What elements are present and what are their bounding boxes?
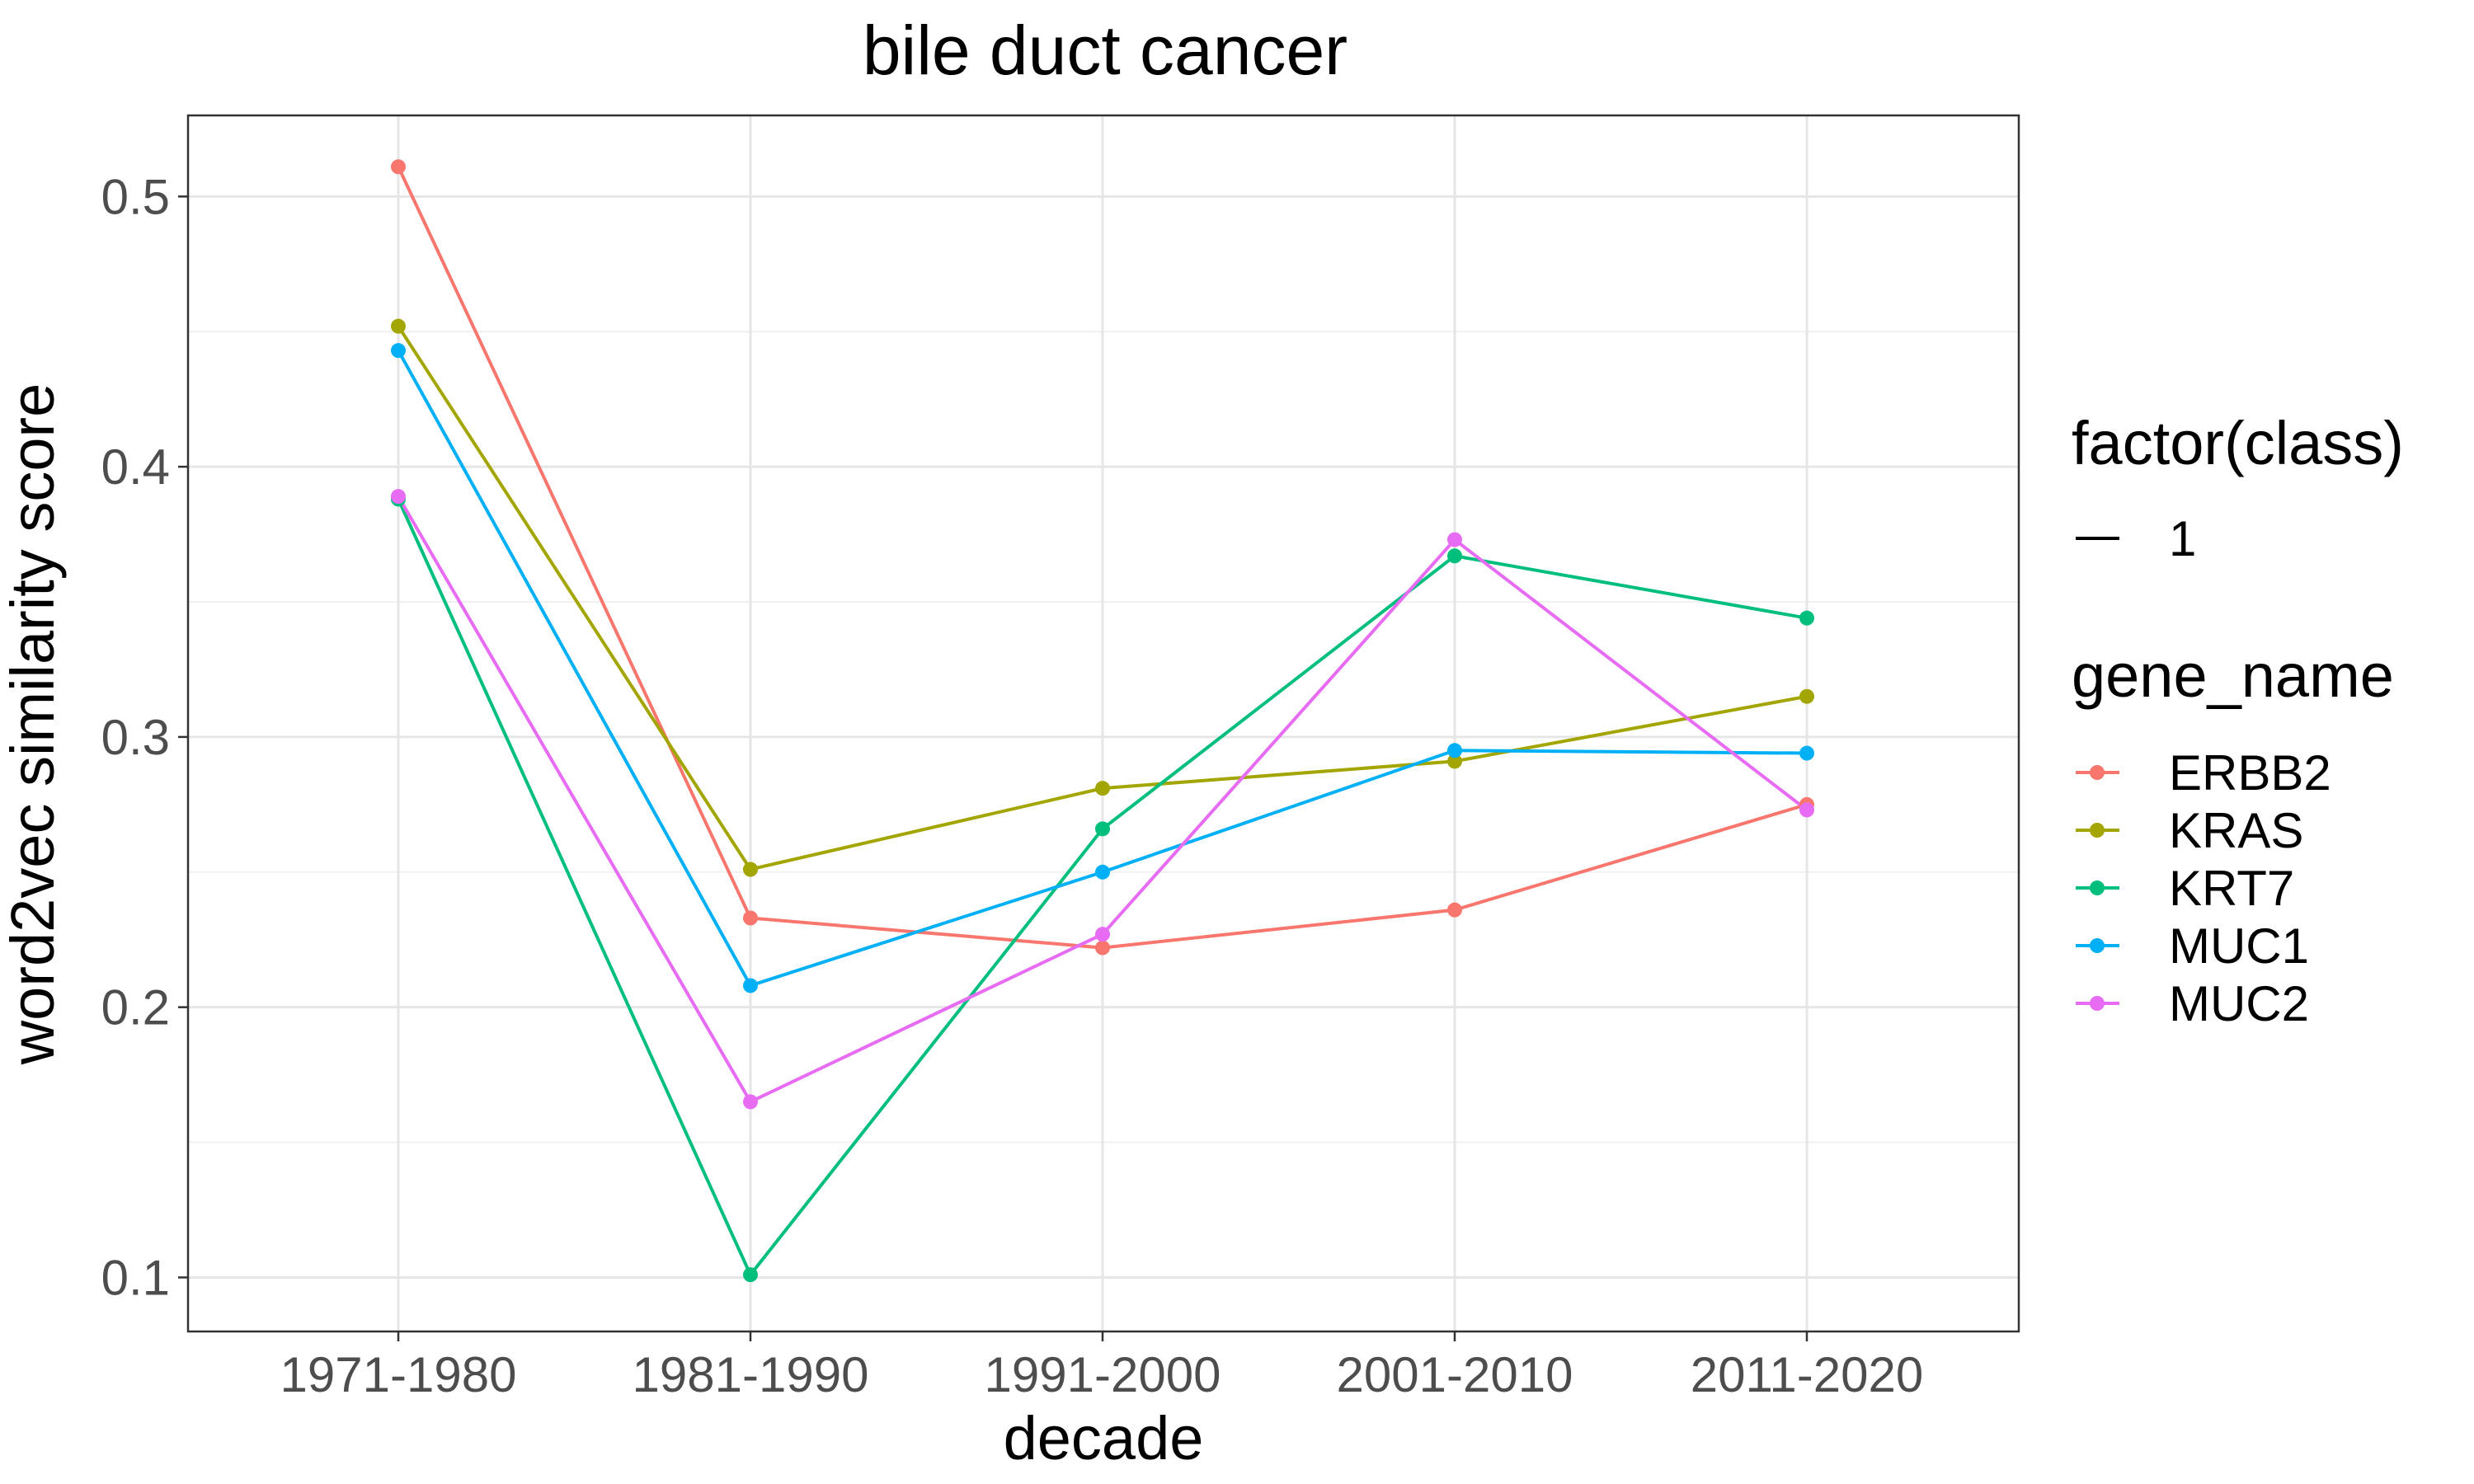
data-point-erbb2	[743, 910, 758, 926]
data-point-kras	[1095, 781, 1110, 796]
data-point-muc2	[743, 1094, 758, 1110]
y-tick-label: 0.1	[101, 1250, 170, 1305]
legend-key-point-kras	[2090, 823, 2105, 838]
data-point-kras	[391, 318, 406, 334]
x-tick-label: 1991-2000	[985, 1347, 1221, 1402]
data-point-muc1	[1799, 745, 1814, 761]
x-tick-label: 2011-2020	[1691, 1347, 1923, 1402]
legend-key-point-muc1	[2090, 938, 2105, 953]
data-point-krt7	[1799, 610, 1814, 626]
x-tick-label: 1981-1990	[633, 1347, 869, 1402]
data-point-erbb2	[1095, 940, 1110, 956]
legend-label-class: 1	[2169, 511, 2196, 566]
data-point-muc1	[1095, 864, 1110, 880]
data-point-muc2	[1447, 532, 1462, 547]
legend-label-muc2: MUC2	[2169, 976, 2309, 1031]
data-point-krt7	[1095, 821, 1110, 837]
legend: factor(class) 1 gene_name ERBB2KRASKRT7MUC1…	[2072, 409, 2404, 1031]
y-axis-title: word2vec similarity score	[0, 383, 67, 1066]
data-point-krt7	[1447, 548, 1462, 564]
x-tick-label: 2001-2010	[1337, 1347, 1573, 1402]
data-point-krt7	[743, 1267, 758, 1283]
data-point-erbb2	[1447, 902, 1462, 918]
x-tick-label: 1971-1980	[280, 1347, 517, 1402]
x-axis-title: decade	[1004, 1404, 1204, 1472]
legend-label-krt7: KRT7	[2169, 861, 2294, 916]
data-point-erbb2	[391, 159, 406, 175]
legend-key-point-erbb2	[2090, 765, 2105, 780]
data-point-muc1	[1447, 743, 1462, 758]
x-axis: 1971-1980 1981-1990 1991-2000 2001-2010 2011…	[280, 1331, 1923, 1402]
data-point-kras	[743, 862, 758, 877]
y-tick-label: 0.2	[101, 980, 170, 1036]
data-point-muc2	[1799, 802, 1814, 818]
data-point-kras	[1799, 688, 1814, 704]
legend-label-erbb2: ERBB2	[2169, 745, 2331, 801]
legend-key-point-muc2	[2090, 996, 2105, 1011]
y-tick-label: 0.3	[101, 710, 170, 765]
grid	[188, 115, 2019, 1331]
y-axis: 0.1 0.2 0.3 0.4 0.5	[101, 169, 188, 1305]
series-points	[391, 159, 1814, 1283]
data-point-muc1	[743, 978, 758, 993]
legend-title-gene-name: gene_name	[2072, 641, 2394, 710]
data-point-kras	[1447, 754, 1462, 769]
legend-title-class: factor(class)	[2072, 409, 2404, 477]
data-point-muc1	[391, 343, 406, 359]
legend-key-point-krt7	[2090, 881, 2105, 895]
legend-label-muc1: MUC1	[2169, 918, 2309, 974]
chart-title: bile duct cancer	[863, 12, 1348, 89]
data-point-muc2	[391, 489, 406, 505]
legend-label-kras: KRAS	[2169, 803, 2303, 858]
data-point-muc2	[1095, 927, 1110, 942]
y-tick-label: 0.5	[101, 169, 170, 224]
y-tick-label: 0.4	[101, 439, 170, 495]
